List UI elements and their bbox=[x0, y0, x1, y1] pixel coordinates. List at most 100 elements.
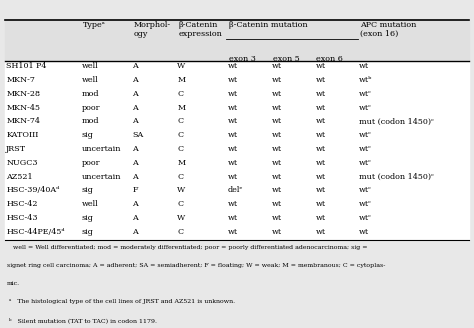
Text: signet ring cell carcinoma; A = adherent; SA = semiadherent; F = floating; W = w: signet ring cell carcinoma; A = adherent… bbox=[7, 263, 385, 268]
Text: HSC-44PE/45ᵈ: HSC-44PE/45ᵈ bbox=[6, 228, 64, 236]
Text: wt: wt bbox=[272, 173, 282, 180]
Text: C: C bbox=[177, 228, 183, 236]
Text: wt: wt bbox=[316, 186, 326, 194]
Text: wt: wt bbox=[316, 200, 326, 208]
Text: M: M bbox=[177, 76, 185, 84]
Text: HSC-43: HSC-43 bbox=[6, 214, 37, 222]
Text: mut (codon 1450)ᶜ: mut (codon 1450)ᶜ bbox=[359, 173, 434, 180]
Text: wt: wt bbox=[316, 173, 326, 180]
Text: A: A bbox=[132, 62, 138, 70]
Text: sig: sig bbox=[82, 186, 94, 194]
Text: mic.: mic. bbox=[7, 281, 20, 286]
Text: W: W bbox=[177, 62, 185, 70]
Text: M: M bbox=[177, 104, 185, 112]
Text: uncertain: uncertain bbox=[82, 145, 121, 153]
Text: Typeᵃ: Typeᵃ bbox=[83, 21, 106, 29]
Text: A: A bbox=[132, 159, 138, 167]
Text: wtᶜ: wtᶜ bbox=[359, 90, 372, 98]
Text: well: well bbox=[82, 62, 99, 70]
Text: A: A bbox=[132, 117, 138, 125]
Text: wt: wt bbox=[316, 104, 326, 112]
Text: wtᶜ: wtᶜ bbox=[359, 131, 372, 139]
Text: wt: wt bbox=[316, 90, 326, 98]
Text: wtᶜ: wtᶜ bbox=[359, 200, 372, 208]
Text: wtᶜ: wtᶜ bbox=[359, 186, 372, 194]
Text: wt: wt bbox=[228, 214, 238, 222]
Text: wt: wt bbox=[272, 76, 282, 84]
Text: wt: wt bbox=[316, 228, 326, 236]
Text: wt: wt bbox=[359, 228, 369, 236]
Text: wt: wt bbox=[272, 200, 282, 208]
Text: wtᶜ: wtᶜ bbox=[359, 145, 372, 153]
Text: wtᶜ: wtᶜ bbox=[359, 104, 372, 112]
Text: C: C bbox=[177, 90, 183, 98]
Text: M: M bbox=[177, 159, 185, 167]
Text: wt: wt bbox=[228, 131, 238, 139]
Text: JRST: JRST bbox=[6, 145, 26, 153]
Text: wt: wt bbox=[228, 228, 238, 236]
Text: wt: wt bbox=[272, 186, 282, 194]
Text: wt: wt bbox=[272, 228, 282, 236]
Text: F: F bbox=[132, 186, 138, 194]
Text: wt: wt bbox=[272, 131, 282, 139]
Text: MKN-28: MKN-28 bbox=[6, 90, 40, 98]
Text: wt: wt bbox=[359, 62, 369, 70]
Text: wt: wt bbox=[228, 62, 238, 70]
Text: wt: wt bbox=[272, 104, 282, 112]
Text: A: A bbox=[132, 200, 138, 208]
Text: well = Well differentiated; mod = moderately differentiated; poor = poorly diffe: well = Well differentiated; mod = modera… bbox=[7, 245, 368, 250]
Text: C: C bbox=[177, 200, 183, 208]
Text: mod: mod bbox=[82, 90, 100, 98]
Text: MKN-74: MKN-74 bbox=[6, 117, 40, 125]
Text: wt: wt bbox=[228, 76, 238, 84]
Text: A: A bbox=[132, 228, 138, 236]
Text: poor: poor bbox=[82, 159, 100, 167]
Text: A: A bbox=[132, 173, 138, 180]
Text: β-Catenin mutation: β-Catenin mutation bbox=[228, 21, 307, 29]
Text: β-Catenin
expression: β-Catenin expression bbox=[178, 21, 222, 38]
Text: wt: wt bbox=[272, 214, 282, 222]
Text: SA: SA bbox=[132, 131, 144, 139]
Text: wt: wt bbox=[228, 104, 238, 112]
Text: A: A bbox=[132, 76, 138, 84]
Text: wt: wt bbox=[316, 62, 326, 70]
Text: sig: sig bbox=[82, 214, 94, 222]
Text: wt: wt bbox=[228, 117, 238, 125]
Text: mod: mod bbox=[82, 117, 100, 125]
Bar bbox=[5, 61, 469, 240]
Text: A: A bbox=[132, 104, 138, 112]
Text: wt: wt bbox=[272, 145, 282, 153]
Text: MKN-45: MKN-45 bbox=[6, 104, 40, 112]
Text: wt: wt bbox=[316, 131, 326, 139]
Text: C: C bbox=[177, 131, 183, 139]
Text: APC mutation
(exon 16): APC mutation (exon 16) bbox=[360, 21, 417, 38]
Text: mut (codon 1450)ᶜ: mut (codon 1450)ᶜ bbox=[359, 117, 434, 125]
Text: wt: wt bbox=[228, 173, 238, 180]
Text: MKN-7: MKN-7 bbox=[6, 76, 35, 84]
Text: Morphol-
ogy: Morphol- ogy bbox=[133, 21, 170, 38]
Text: C: C bbox=[177, 173, 183, 180]
Text: wt: wt bbox=[228, 90, 238, 98]
Text: ᵃ   The histological type of the cell lines of JRST and AZ521 is unknown.: ᵃ The histological type of the cell line… bbox=[9, 299, 236, 304]
Text: exon 5: exon 5 bbox=[273, 55, 299, 63]
Text: poor: poor bbox=[82, 104, 100, 112]
Text: AZ521: AZ521 bbox=[6, 173, 33, 180]
Text: wt: wt bbox=[316, 159, 326, 167]
Text: wtᶜ: wtᶜ bbox=[359, 159, 372, 167]
Text: wt: wt bbox=[316, 145, 326, 153]
Text: well: well bbox=[82, 76, 99, 84]
Text: wt: wt bbox=[316, 214, 326, 222]
Text: wt: wt bbox=[316, 76, 326, 84]
Text: well: well bbox=[82, 200, 99, 208]
Text: C: C bbox=[177, 117, 183, 125]
Text: wt: wt bbox=[228, 200, 238, 208]
Text: wt: wt bbox=[228, 159, 238, 167]
Text: wt: wt bbox=[272, 90, 282, 98]
Text: wtᵇ: wtᵇ bbox=[359, 76, 373, 84]
Text: delᵉ: delᵉ bbox=[228, 186, 243, 194]
Text: ᵇ   Silent mutation (TAT to TAC) in codon 1179.: ᵇ Silent mutation (TAT to TAC) in codon … bbox=[9, 317, 157, 323]
Text: A: A bbox=[132, 214, 138, 222]
Text: exon 6: exon 6 bbox=[317, 55, 343, 63]
Text: sig: sig bbox=[82, 228, 94, 236]
Text: A: A bbox=[132, 145, 138, 153]
